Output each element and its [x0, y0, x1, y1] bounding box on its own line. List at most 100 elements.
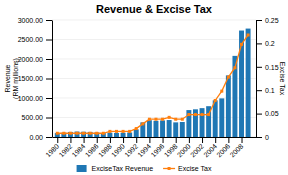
tick-mark [163, 137, 164, 143]
tick-label: 1984 [71, 142, 87, 158]
tick: 0.15 [256, 64, 279, 71]
tick-label: 2000 [176, 142, 192, 158]
tick-label: 2500.00 [18, 36, 43, 43]
tick-label: 1986 [84, 142, 100, 158]
tick-mark [46, 20, 52, 21]
line [57, 35, 248, 133]
tick-label: 0.00 [29, 134, 43, 141]
marker [181, 118, 184, 121]
tick-mark [256, 137, 262, 138]
tick: 3000.00 [18, 17, 52, 24]
bar-series [55, 29, 251, 137]
tick-label: 1990 [110, 142, 126, 158]
tick-label: 1982 [57, 142, 73, 158]
tick-mark [256, 90, 262, 91]
legend-swatch [77, 165, 87, 172]
marker [227, 76, 230, 79]
marker [161, 118, 164, 121]
bar [200, 108, 205, 137]
axis-title: Excise Tax [279, 62, 286, 96]
grid [52, 20, 256, 137]
tick-mark [242, 137, 243, 143]
marker [233, 66, 236, 69]
grid-line [52, 20, 256, 21]
tick-label: 2006 [215, 142, 231, 158]
tick-mark [110, 137, 111, 143]
tick: 1500.00 [18, 75, 52, 82]
axis: 0 0.05 0.1 0.15 0.2 0.25 [256, 17, 279, 141]
tick-mark [136, 137, 137, 143]
tick-label: 1992 [123, 142, 139, 158]
title: Revenue & Excise Tax [96, 3, 213, 15]
tick: 0.25 [256, 17, 279, 24]
marker [95, 132, 98, 135]
tick-mark [46, 79, 52, 80]
bar [107, 133, 112, 137]
bar [160, 120, 165, 137]
bar [134, 129, 139, 137]
grid-line [52, 117, 256, 118]
marker [247, 33, 250, 36]
legend-item: Excise Tax [163, 165, 212, 172]
tick-label: 1994 [136, 142, 152, 158]
tick-mark [256, 43, 262, 44]
tick-mark [228, 137, 229, 143]
grid-line [52, 39, 256, 40]
tick: 0.05 [256, 110, 279, 117]
marker [89, 132, 92, 135]
tick-mark [97, 137, 98, 143]
marker [122, 130, 125, 133]
tick: 0.1 [256, 87, 275, 94]
legend-item: ExciseTax Revenue [77, 165, 154, 172]
tick: 0.00 [29, 134, 52, 141]
legend: ExciseTax Revenue Excise Tax [77, 165, 212, 172]
tick-mark [256, 114, 262, 115]
axis-line [53, 137, 257, 138]
marker [128, 130, 131, 133]
marker [154, 118, 157, 121]
tick-label: 0.2 [265, 40, 275, 47]
bar [213, 100, 218, 137]
axis-title: Revenue(RM millions) [4, 58, 20, 99]
tick-label: 1500.00 [18, 75, 43, 82]
bar [147, 120, 152, 137]
tick-label: 0 [265, 134, 269, 141]
tick: 2500.00 [18, 36, 52, 43]
axis-title-line: Excise Tax [279, 62, 286, 96]
tick-mark [46, 40, 52, 41]
marker [240, 43, 243, 46]
tick-label: 0.15 [265, 64, 279, 71]
tick-mark [215, 137, 216, 143]
marker [201, 113, 204, 116]
marker [102, 132, 105, 135]
tick-label: 2004 [202, 142, 218, 158]
marker [82, 132, 85, 135]
bar [167, 120, 172, 137]
tick-label: 1980 [44, 142, 60, 158]
bar [219, 98, 224, 137]
tick-mark [176, 137, 177, 143]
tick-label: 1998 [163, 142, 179, 158]
tick-label: 2000.00 [18, 56, 43, 63]
tick-mark [46, 98, 52, 99]
bar [180, 122, 185, 137]
tick-label: 1000.00 [18, 95, 43, 102]
tick: 500.00 [22, 114, 52, 121]
tick-mark [57, 137, 58, 143]
grid-line [52, 59, 256, 60]
chart: 1980198219841986198819901992199419961998… [0, 0, 288, 175]
marker [62, 132, 65, 135]
tick-mark [46, 137, 52, 138]
tick-label: 500.00 [22, 114, 44, 121]
axis-title-line: Revenue [4, 64, 11, 92]
tick-label: 2008 [228, 142, 244, 158]
tick: 1000.00 [18, 95, 52, 102]
marker [174, 118, 177, 121]
bar [193, 109, 198, 137]
legend-swatch [163, 168, 175, 169]
tick-label: 0.05 [265, 110, 279, 117]
axis: 1980198219841986198819901992199419961998… [44, 137, 256, 158]
tick-mark [189, 137, 190, 143]
legend-label: ExciseTax Revenue [92, 165, 154, 172]
axis-line [52, 21, 53, 138]
